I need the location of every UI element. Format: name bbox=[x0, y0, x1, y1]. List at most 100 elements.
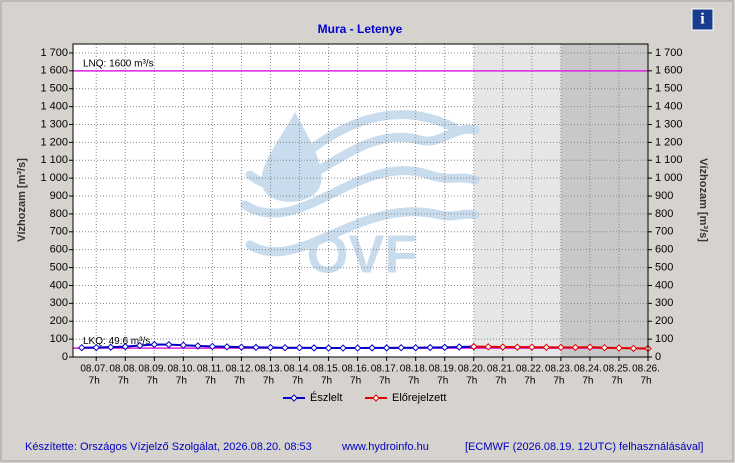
data-point bbox=[136, 341, 144, 350]
y2-axis-title: Vízhozam [m³/s] bbox=[697, 158, 709, 242]
data-point bbox=[165, 340, 173, 349]
x-tick-sublabel: 7h bbox=[640, 376, 651, 387]
x-tick-label: 08.24. bbox=[574, 364, 602, 375]
data-point bbox=[499, 343, 507, 351]
x-tick-sublabel: 7h bbox=[524, 376, 535, 387]
y-tick-label: 600 bbox=[50, 244, 68, 256]
x-tick-label: 08.07. bbox=[80, 364, 108, 375]
watermark-wave bbox=[305, 110, 460, 155]
y-tick-label: 1 500 bbox=[40, 83, 68, 95]
y2-tick-label: 1 100 bbox=[655, 154, 683, 166]
data-point bbox=[208, 342, 217, 351]
data-point bbox=[368, 344, 376, 352]
y-tick-label: 900 bbox=[50, 190, 68, 202]
x-tick-sublabel: 7h bbox=[495, 376, 506, 387]
x-tick-label: 08.09. bbox=[138, 364, 166, 375]
footer-url[interactable]: www.hydroinfo.hu bbox=[341, 441, 429, 453]
data-point bbox=[266, 343, 275, 352]
y2-tick-label: 1 600 bbox=[655, 65, 683, 77]
data-point bbox=[78, 343, 86, 352]
info-icon[interactable]: i bbox=[700, 11, 705, 28]
data-point bbox=[339, 344, 347, 352]
x-tick-sublabel: 7h bbox=[263, 376, 274, 387]
y2-tick-label: 0 bbox=[655, 351, 661, 363]
plot-border bbox=[72, 43, 649, 358]
x-tick-label: 08.17. bbox=[371, 364, 399, 375]
data-point bbox=[107, 343, 115, 351]
chart-title: Mura - Letenye bbox=[318, 22, 403, 36]
x-tick-sublabel: 7h bbox=[118, 376, 129, 387]
data-point bbox=[542, 343, 551, 352]
data-point bbox=[615, 344, 623, 352]
threshold-label: LNQ: 1600 m³/s bbox=[83, 58, 154, 69]
y-tick-label: 700 bbox=[50, 226, 68, 238]
y2-tick-label: 1 300 bbox=[655, 118, 683, 130]
data-point bbox=[295, 343, 304, 352]
data-point bbox=[571, 343, 580, 352]
data-point bbox=[426, 343, 434, 352]
y2-tick-label: 200 bbox=[655, 315, 673, 327]
y-tick-label: 1 400 bbox=[40, 101, 68, 113]
y-tick-label: 200 bbox=[50, 315, 68, 327]
y2-tick-label: 900 bbox=[655, 190, 673, 202]
y-tick-label: 1 600 bbox=[40, 65, 68, 77]
x-tick-sublabel: 7h bbox=[466, 376, 477, 387]
data-point bbox=[586, 343, 594, 351]
y-tick-label: 1 000 bbox=[40, 172, 68, 184]
y2-tick-label: 1 400 bbox=[655, 101, 683, 113]
x-tick-sublabel: 7h bbox=[379, 376, 390, 387]
legend-label: Észlelt bbox=[310, 391, 342, 404]
data-point bbox=[310, 344, 318, 352]
x-tick-label: 08.23. bbox=[545, 364, 573, 375]
y-tick-label: 300 bbox=[50, 297, 68, 309]
x-tick-label: 08.13. bbox=[255, 364, 283, 375]
y-tick-label: 100 bbox=[50, 333, 68, 345]
x-tick-sublabel: 7h bbox=[147, 376, 158, 387]
data-point bbox=[513, 343, 522, 351]
x-tick-label: 08.15. bbox=[313, 364, 341, 375]
data-point bbox=[382, 344, 391, 352]
x-tick-label: 08.12. bbox=[226, 364, 254, 375]
legend-label: Előrejelzett bbox=[392, 392, 446, 404]
x-tick-sublabel: 7h bbox=[89, 376, 100, 387]
x-tick-label: 08.20. bbox=[458, 364, 486, 375]
data-point bbox=[629, 344, 638, 353]
x-tick-label: 08.22. bbox=[516, 364, 544, 375]
x-tick-sublabel: 7h bbox=[553, 376, 564, 387]
x-tick-label: 08.14. bbox=[284, 364, 312, 375]
data-point bbox=[252, 343, 260, 352]
info-button[interactable] bbox=[691, 8, 714, 31]
data-point bbox=[150, 340, 159, 349]
data-point bbox=[397, 343, 405, 352]
x-tick-label: 08.11. bbox=[197, 364, 224, 375]
y-tick-label: 500 bbox=[50, 261, 68, 273]
y2-tick-label: 700 bbox=[655, 226, 673, 238]
x-tick-label: 08.08. bbox=[109, 364, 137, 375]
data-point bbox=[237, 343, 246, 351]
x-tick-label: 08.26. bbox=[632, 364, 660, 375]
x-tick-sublabel: 7h bbox=[321, 376, 332, 387]
y-tick-label: 400 bbox=[50, 279, 68, 291]
y2-tick-label: 400 bbox=[655, 279, 673, 291]
footer-credit: Készítette: Országos Vízjelző Szolgálat,… bbox=[25, 441, 312, 453]
watermark-wave bbox=[245, 207, 480, 257]
data-point bbox=[223, 343, 231, 351]
x-tick-label: 08.16. bbox=[342, 364, 370, 375]
y2-tick-label: 800 bbox=[655, 208, 673, 220]
x-tick-label: 08.10. bbox=[167, 364, 195, 375]
y-tick-label: 800 bbox=[50, 208, 68, 220]
y2-tick-label: 1 500 bbox=[655, 83, 683, 95]
data-point bbox=[353, 344, 362, 352]
y-tick-label: 1 700 bbox=[40, 47, 68, 59]
data-point bbox=[121, 342, 129, 351]
data-point bbox=[557, 343, 565, 352]
y2-tick-label: 1 200 bbox=[655, 136, 683, 148]
x-tick-sublabel: 7h bbox=[437, 376, 448, 387]
series-line bbox=[81, 343, 474, 350]
y2-tick-label: 300 bbox=[655, 297, 673, 309]
x-tick-label: 08.19. bbox=[429, 364, 457, 375]
data-point bbox=[455, 343, 463, 351]
y2-tick-label: 600 bbox=[655, 244, 673, 256]
x-tick-sublabel: 7h bbox=[234, 376, 245, 387]
data-point bbox=[92, 343, 100, 352]
